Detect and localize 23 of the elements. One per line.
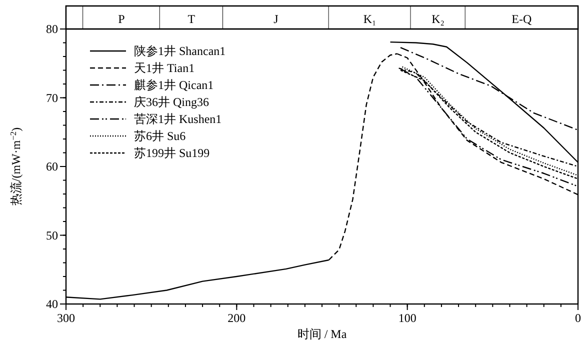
- legend-label: 天1井 Tian1: [134, 61, 195, 75]
- band-label: K₂: [432, 12, 444, 26]
- y-tick-label: 60: [46, 160, 58, 174]
- legend-label: 苏199井 Su199: [134, 146, 210, 160]
- legend-label: 陕参1井 Shancan1: [134, 44, 226, 58]
- band-label: P: [118, 12, 126, 26]
- legend-label: 庆36井 Qing36: [134, 95, 209, 109]
- x-tick-label: 0: [575, 311, 581, 325]
- band-label: K₁: [363, 12, 376, 26]
- legend-label: 苦深1井 Kushen1: [134, 112, 222, 126]
- y-tick-label: 70: [46, 90, 58, 105]
- y-tick-label: 80: [46, 22, 58, 36]
- x-axis-title: 时间 / Ma: [297, 327, 348, 341]
- legend-label: 苏6井 Su6: [134, 129, 186, 143]
- band-label: J: [274, 12, 279, 26]
- legend-label: 麒参1井 Qican1: [134, 78, 214, 92]
- x-tick-label: 100: [398, 311, 416, 325]
- y-tick-label: 40: [46, 297, 58, 311]
- band-label: E-Q: [512, 12, 532, 26]
- band-label: T: [188, 12, 196, 26]
- x-tick-label: 300: [57, 311, 75, 325]
- x-tick-label: 200: [228, 311, 246, 325]
- y-tick-label: 50: [46, 228, 58, 242]
